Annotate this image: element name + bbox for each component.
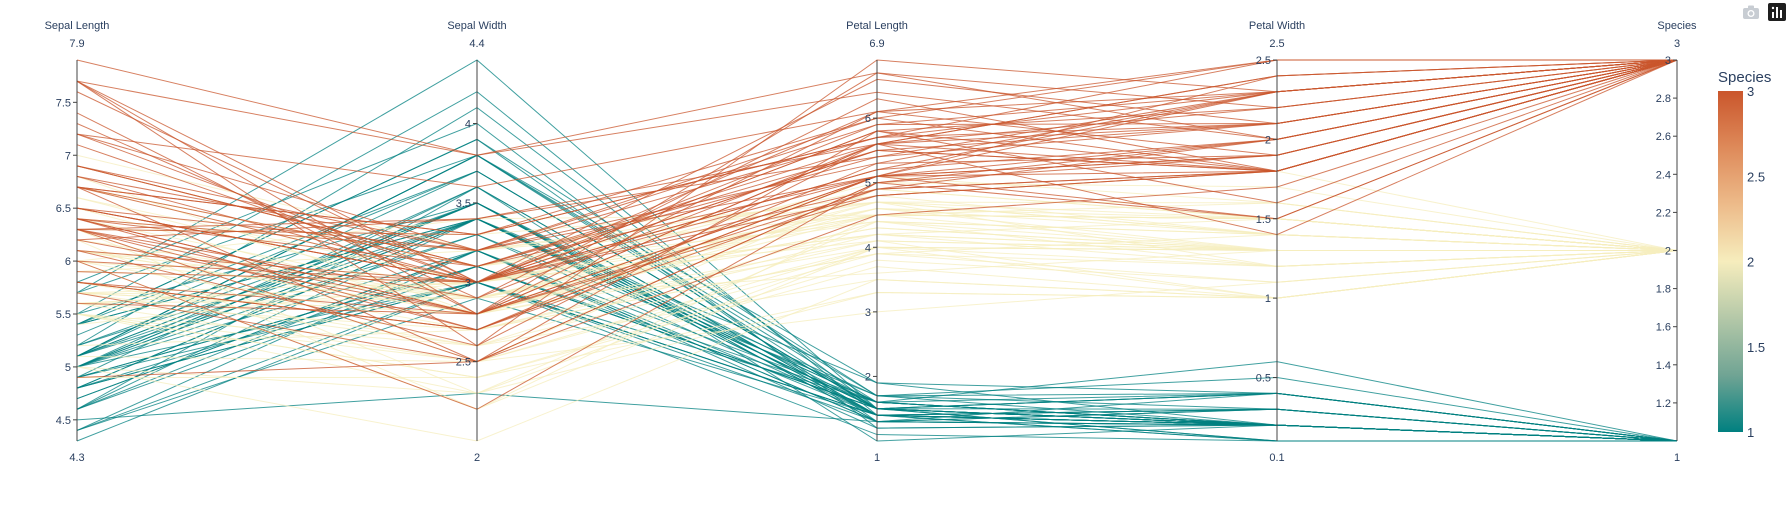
tick-label: 4: [465, 119, 471, 131]
axis-sepal-length[interactable]: Sepal Length 7.9 4.3 4.5 5 5.5 6 6.5 7 7.5: [45, 20, 110, 464]
tick-label: 1: [1265, 293, 1271, 305]
tick-label: 7: [65, 150, 71, 162]
colorbar-title: Species: [1718, 69, 1771, 86]
axis-range-min: 1: [874, 452, 880, 464]
tick-label: 5: [865, 178, 871, 190]
axis-title: Petal Length: [846, 20, 908, 32]
tick-label: 1.8: [1656, 284, 1671, 296]
tick-label: 1.5: [1256, 214, 1271, 226]
axis-range-min: 0.1: [1269, 452, 1284, 464]
tick-label: 4: [865, 242, 871, 254]
tick-label: 6.5: [56, 203, 71, 215]
tick-label: 3: [1665, 55, 1671, 67]
tick-label: 2: [1265, 134, 1271, 146]
axis-title: Petal Width: [1249, 20, 1305, 32]
tick-label: 2.8: [1656, 93, 1671, 105]
tick-label: 2.5: [1256, 55, 1271, 67]
plotly-logo-icon[interactable]: [1767, 2, 1787, 22]
colorbar-tick-label: 2: [1747, 255, 1754, 270]
axis-sepal-width[interactable]: Sepal Width 4.4 2 2.5 3 3.5 4: [447, 20, 506, 464]
colorbar-tick-label: 3: [1747, 84, 1754, 99]
axis-range-max: 4.4: [469, 38, 484, 50]
colorbar: Species 1 1.5 2 2.5 3: [1718, 69, 1771, 440]
tick-label: 2.4: [1656, 169, 1671, 181]
tick-label: 3.5: [456, 198, 471, 210]
colorbar-tick-label: 1.5: [1747, 340, 1765, 355]
tick-label: 4.5: [56, 415, 71, 427]
axis-title: Species: [1657, 20, 1697, 32]
axis-range-min: 1: [1674, 452, 1680, 464]
axis-petal-width[interactable]: Petal Width 2.5 0.1 0.5 1 1.5 2 2.5: [1249, 20, 1305, 464]
tick-label: 6: [65, 256, 71, 268]
tick-label: 2: [1665, 246, 1671, 258]
modebar: [1741, 2, 1787, 22]
axis-range-min: 4.3: [69, 452, 84, 464]
axis-range-max: 7.9: [69, 38, 84, 50]
axis-range-max: 6.9: [869, 38, 884, 50]
tick-label: 3: [865, 307, 871, 319]
axis-range-min: 2: [474, 452, 480, 464]
tick-label: 3: [465, 277, 471, 289]
plotly-logo-glyph: [1768, 3, 1786, 21]
tick-label: 6: [865, 113, 871, 125]
tick-label: 2.5: [456, 357, 471, 369]
axis-title: Sepal Width: [447, 20, 506, 32]
colorbar-gradient: [1718, 91, 1743, 432]
tick-label: 2.2: [1656, 207, 1671, 219]
axis-petal-length[interactable]: Petal Length 6.9 1 2 3 4 5 6: [846, 20, 908, 464]
axis-title: Sepal Length: [45, 20, 110, 32]
tick-label: 5: [65, 362, 71, 374]
tick-label: 1.6: [1656, 322, 1671, 334]
camera-icon-glyph: [1743, 5, 1759, 19]
tick-label: 1.4: [1656, 360, 1671, 372]
colorbar-tick-label: 2.5: [1747, 169, 1765, 184]
tick-label: 5.5: [56, 309, 71, 321]
camera-icon[interactable]: [1741, 2, 1761, 22]
colorbar-tick-label: 1: [1747, 425, 1754, 440]
axes-layer: Sepal Length 7.9 4.3 4.5 5 5.5 6 6.5 7 7.5 Sepal W…: [45, 20, 1697, 464]
tick-label: 2: [865, 371, 871, 383]
axis-range-max: 3: [1674, 38, 1680, 50]
axis-species[interactable]: Species 3 1 1.2 1.4 1.6 1.8 2 2.2 2.4 2.6 2.8 3: [1656, 20, 1697, 464]
tick-label: 1.2: [1656, 398, 1671, 410]
tick-label: 0.5: [1256, 373, 1271, 385]
tick-label: 2.6: [1656, 131, 1671, 143]
tick-label: 7.5: [56, 97, 71, 109]
axis-range-max: 2.5: [1269, 38, 1284, 50]
